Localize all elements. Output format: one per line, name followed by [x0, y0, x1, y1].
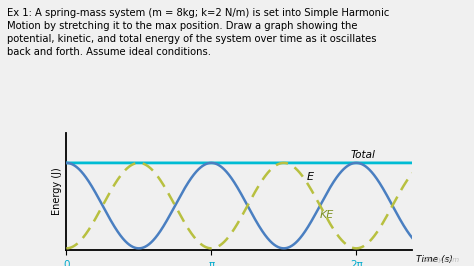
Text: Ex 1: A spring-mass system (m = 8kg; k=2 N/m) is set into Simple Harmonic
Motion: Ex 1: A spring-mass system (m = 8kg; k=2… [7, 8, 390, 57]
Text: Time (s): Time (s) [416, 255, 453, 264]
Text: E: E [306, 172, 313, 182]
Text: KE: KE [320, 210, 334, 221]
Text: Study.com: Study.com [423, 257, 460, 263]
Y-axis label: Energy (J): Energy (J) [52, 168, 62, 215]
Text: Total: Total [350, 150, 375, 160]
